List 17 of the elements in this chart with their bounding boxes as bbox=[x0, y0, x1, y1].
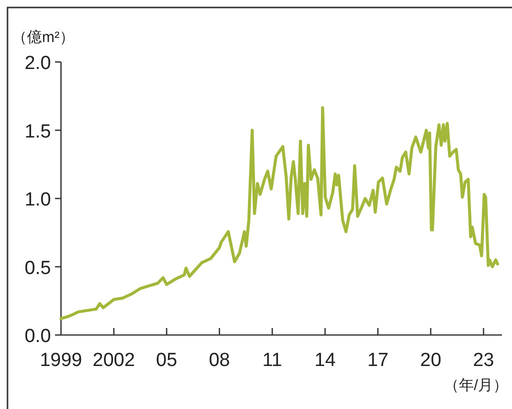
x-tick-label: 08 bbox=[208, 350, 230, 371]
x-tick-label: 1999 bbox=[40, 350, 82, 371]
x-tick-label: 2002 bbox=[92, 350, 135, 371]
y-axis-title: （億m²） bbox=[12, 29, 74, 46]
x-tick-label: 20 bbox=[420, 350, 442, 371]
y-tick-label: 1.5 bbox=[24, 121, 51, 142]
line-series bbox=[60, 106, 500, 320]
y-tick-label: 1.0 bbox=[24, 190, 51, 210]
x-tick-label: 11 bbox=[262, 350, 282, 371]
y-tick-label: 0.5 bbox=[24, 258, 51, 279]
y-tick-label: 0.0 bbox=[24, 326, 51, 347]
x-tick-label: 05 bbox=[156, 350, 178, 371]
x-tick-label: 17 bbox=[367, 350, 388, 371]
x-tick-label: 23 bbox=[472, 350, 494, 371]
y-tick-label: 2.0 bbox=[24, 53, 51, 74]
x-axis-title: （年/月） bbox=[444, 377, 508, 394]
x-tick-label: 14 bbox=[314, 350, 336, 371]
